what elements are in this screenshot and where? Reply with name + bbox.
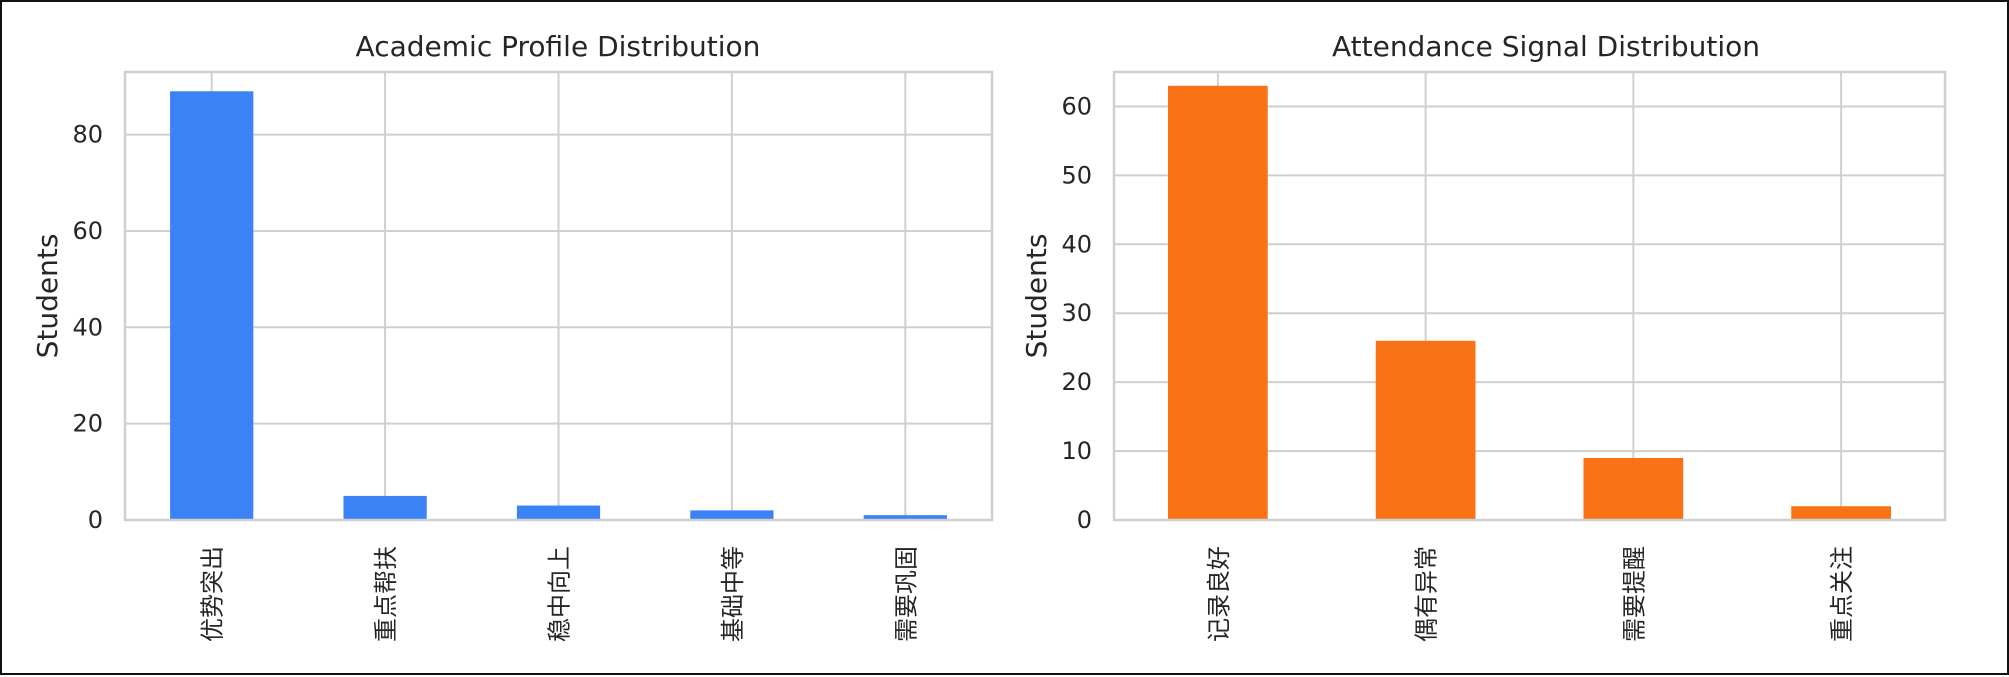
x-tick-label: 稳中向上	[546, 546, 574, 642]
y-tick-label: 50	[1061, 161, 1092, 189]
x-tick-label: 需要巩固	[892, 546, 920, 642]
y-tick-label: 10	[1061, 437, 1092, 465]
y-tick-label: 60	[72, 217, 103, 245]
x-tick-label: 重点帮扶	[372, 546, 400, 642]
bar-4	[1791, 506, 1891, 520]
x-tick-label: 优势突出	[199, 546, 227, 642]
x-tick-label: 需要提醒	[1620, 546, 1648, 642]
bar-2	[343, 495, 427, 520]
y-tick-label: 30	[1061, 299, 1092, 327]
chart-2: Attendance Signal Distribution 0 10 20 30 40 5…	[1020, 30, 1947, 642]
bar-1	[1168, 85, 1268, 521]
y-tick-label: 0	[1077, 506, 1092, 534]
chart-title: Attendance Signal Distribution	[1332, 30, 1760, 63]
y-axis-label: Students	[1020, 234, 1053, 359]
x-tick-label: 记录良好	[1205, 546, 1233, 642]
y-tick-label: 60	[1061, 92, 1092, 120]
chart-1: Academic Profile Distribution 0 20 40 60 80 优势…	[31, 30, 994, 642]
y-tick-label: 20	[1061, 368, 1092, 396]
x-tick-label: 偶有异常	[1413, 546, 1441, 642]
y-tick-label: 80	[72, 121, 103, 149]
bar-3	[1583, 457, 1684, 520]
plot-frame	[123, 70, 994, 522]
bar-3	[516, 505, 601, 520]
bar-4	[690, 510, 774, 520]
x-tick-label: 重点关注	[1828, 546, 1856, 642]
y-tick-label: 40	[72, 313, 103, 341]
y-tick-label: 0	[88, 506, 103, 534]
plot-frame	[1112, 70, 1947, 522]
y-axis-label: Students	[31, 234, 64, 359]
chart-title: Academic Profile Distribution	[356, 30, 761, 63]
y-tick-label: 40	[1061, 230, 1092, 258]
bar-5	[863, 515, 947, 520]
x-tick-label: 基础中等	[719, 546, 747, 642]
bar-1	[170, 91, 254, 521]
y-tick-label: 20	[72, 410, 103, 438]
bar-2	[1375, 340, 1476, 520]
